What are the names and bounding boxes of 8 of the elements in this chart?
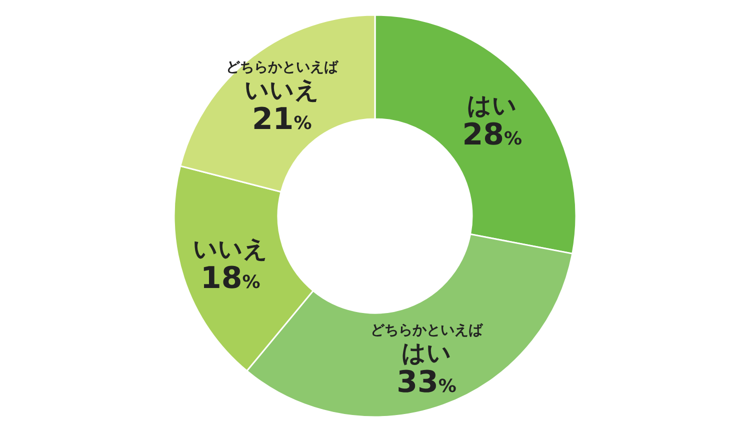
slice-label: はい	[467, 91, 518, 120]
slice-label: いいえ	[192, 235, 268, 264]
slice-label: どちらかといえばはい	[370, 322, 484, 367]
data-label: 28%	[462, 117, 522, 152]
data-label: 33%	[396, 364, 456, 400]
data-label: 21%	[252, 102, 312, 137]
data-label: 18%	[200, 261, 260, 296]
slice-label: どちらかといえばいいえ	[226, 59, 339, 104]
